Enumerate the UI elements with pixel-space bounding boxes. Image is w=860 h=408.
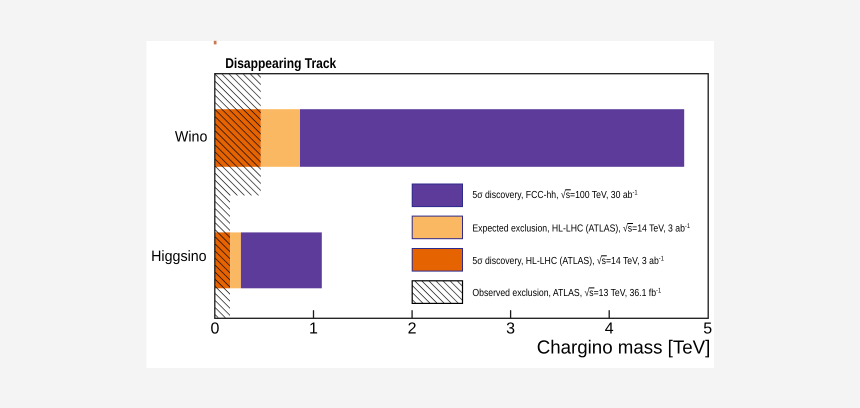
svg-text:5σ discovery, FCC-hh, √s=100 T: 5σ discovery, FCC-hh, √s=100 TeV, 30 ab-… [472, 189, 637, 201]
svg-text:5σ discovery, HL-LHC (ATLAS),: 5σ discovery, HL-LHC (ATLAS), √s=14 TeV,… [472, 255, 664, 267]
svg-text:1: 1 [309, 321, 318, 338]
svg-text:3: 3 [506, 321, 515, 338]
svg-text:4: 4 [605, 321, 614, 338]
svg-text:Wino: Wino [175, 128, 207, 145]
svg-text:2: 2 [408, 321, 417, 338]
svg-text:Observed exclusion, ATLAS, √s=: Observed exclusion, ATLAS, √s=13 TeV, 36… [472, 287, 661, 299]
svg-text:Chargino mass [TeV]: Chargino mass [TeV] [537, 338, 711, 359]
svg-text:5: 5 [703, 321, 712, 338]
svg-text:0: 0 [211, 321, 220, 338]
svg-text:Expected exclusion, HL-LHC (AT: Expected exclusion, HL-LHC (ATLAS), √s=1… [472, 223, 690, 235]
svg-text:Disappearing Track: Disappearing Track [225, 56, 336, 72]
svg-text:Higgsino: Higgsino [151, 248, 206, 265]
